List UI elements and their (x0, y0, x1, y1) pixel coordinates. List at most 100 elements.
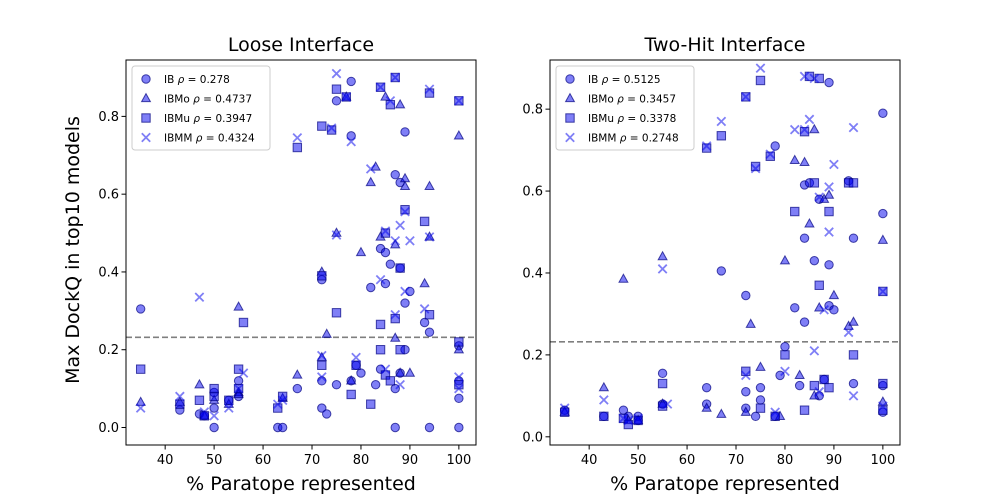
data-point (400, 127, 410, 137)
data-point (375, 82, 386, 93)
legend-marker (140, 92, 152, 103)
x-tick-label: 60 (679, 453, 696, 468)
data-point (380, 370, 391, 380)
legend-label: IB ρ = 0.5125 (588, 74, 661, 86)
data-point (848, 391, 859, 401)
data-point (331, 68, 342, 79)
data-point (765, 149, 776, 160)
series-ibmm (135, 68, 464, 421)
data-point (175, 391, 185, 402)
data-point (799, 405, 810, 415)
data-point (780, 342, 790, 352)
data-point (385, 259, 396, 269)
x-tick-label: 80 (777, 453, 794, 468)
data-point (292, 142, 303, 153)
legend-marker (141, 74, 151, 84)
data-point (701, 402, 712, 412)
data-point (400, 286, 410, 297)
y-axis-label: Max DockQ in top10 models (62, 116, 84, 384)
legend-marker (565, 132, 575, 143)
data-point (790, 206, 800, 217)
data-point (389, 332, 401, 342)
legend: IB ρ = 0.278 IBMo ρ = 0.4737 IBMu ρ = 0.39… (131, 65, 271, 151)
data-point (559, 403, 570, 413)
data-point (424, 232, 435, 242)
data-point (843, 327, 854, 338)
data-point (424, 180, 435, 191)
data-point (799, 71, 810, 82)
data-point (657, 368, 668, 379)
data-point (755, 75, 766, 86)
plot-frame (125, 59, 477, 446)
data-point (224, 395, 234, 405)
data-point (755, 395, 766, 405)
data-point (331, 84, 342, 94)
data-point (848, 378, 859, 389)
data-point (740, 406, 752, 416)
y-tick-label: 0.6 (98, 188, 119, 203)
data-point (356, 368, 366, 378)
chart-title: Two-Hit Interface (644, 34, 806, 56)
y-tick-label: 0.2 (522, 348, 543, 363)
data-point (454, 95, 464, 106)
data-point (424, 84, 435, 95)
legend-box (131, 65, 271, 151)
data-point (740, 370, 751, 381)
data-point (390, 170, 400, 180)
y-tick-label: 0.8 (522, 103, 543, 118)
data-point (365, 176, 377, 187)
data-point (316, 372, 327, 382)
data-point (741, 387, 751, 397)
x-axis-label: % Paratope represented (610, 473, 840, 495)
data-point (750, 163, 761, 174)
data-point (848, 316, 859, 326)
data-point (618, 413, 629, 424)
data-point (755, 361, 766, 371)
data-point (331, 96, 342, 106)
data-point (424, 327, 435, 337)
data-point (375, 274, 386, 285)
legend-label: IBMo ρ = 0.3457 (588, 93, 676, 105)
x-tick-label: 90 (826, 453, 843, 468)
x-tick-label: 50 (206, 453, 223, 468)
data-point (424, 422, 435, 433)
x-tick-label: 80 (353, 453, 370, 468)
legend-label: IBMu ρ = 0.3947 (164, 113, 252, 125)
x-tick-label: 100 (446, 453, 471, 468)
data-point (779, 254, 791, 265)
data-point (316, 350, 327, 361)
data-point (194, 395, 205, 405)
data-point (135, 304, 146, 314)
data-point (701, 141, 712, 151)
data-point (405, 235, 415, 246)
data-point (794, 369, 805, 380)
data-point (317, 121, 327, 131)
data-point (331, 380, 342, 390)
data-point (824, 77, 834, 88)
data-point (355, 246, 367, 257)
x-tick-label: 40 (157, 453, 174, 468)
legend-marker (141, 113, 151, 123)
data-point (385, 95, 396, 106)
data-point (277, 422, 288, 433)
panel-two-hit-interface: Two-Hit Interface % Paratope represented 4… (522, 34, 901, 495)
data-point (209, 403, 219, 413)
data-point (317, 271, 327, 281)
data-point (741, 290, 751, 301)
data-point (799, 156, 810, 167)
data-point (135, 364, 146, 374)
data-point (819, 305, 829, 315)
data-point (790, 303, 800, 313)
y-tick-label: 0.0 (98, 421, 119, 436)
data-point (799, 126, 810, 137)
x-tick-label: 70 (304, 453, 321, 468)
data-point (135, 403, 146, 413)
data-point (623, 415, 634, 426)
data-point (233, 376, 244, 386)
data-point (740, 92, 751, 102)
data-point (794, 380, 805, 391)
data-point (804, 217, 815, 228)
data-point (351, 352, 361, 363)
data-point (657, 250, 668, 261)
